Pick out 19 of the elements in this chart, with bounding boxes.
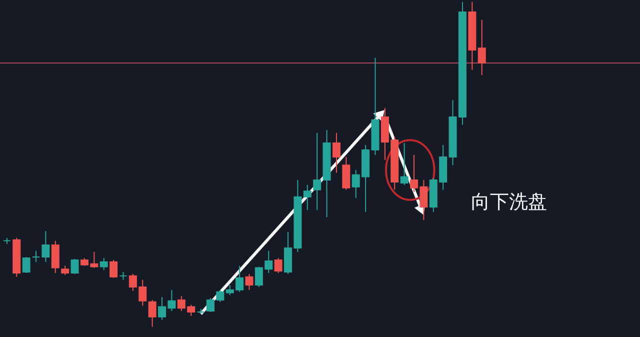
candlestick <box>400 142 408 186</box>
candlestick <box>303 184 312 210</box>
candlestick <box>332 132 340 174</box>
candlestick <box>245 273 254 290</box>
candlestick <box>61 265 70 276</box>
candlestick <box>313 132 322 210</box>
candlestick <box>32 250 40 262</box>
candlestick <box>274 258 282 274</box>
candlestick <box>51 240 60 274</box>
candlestick <box>70 258 79 274</box>
candlestick <box>342 156 350 190</box>
candlestick <box>42 230 50 262</box>
annotation: 向下洗盘 <box>471 190 547 213</box>
candlestick <box>119 272 128 280</box>
candlestick <box>110 259 118 278</box>
candlestick <box>478 19 486 76</box>
candlestick <box>100 258 108 271</box>
candlestick <box>22 256 30 274</box>
candlestick <box>148 299 156 328</box>
